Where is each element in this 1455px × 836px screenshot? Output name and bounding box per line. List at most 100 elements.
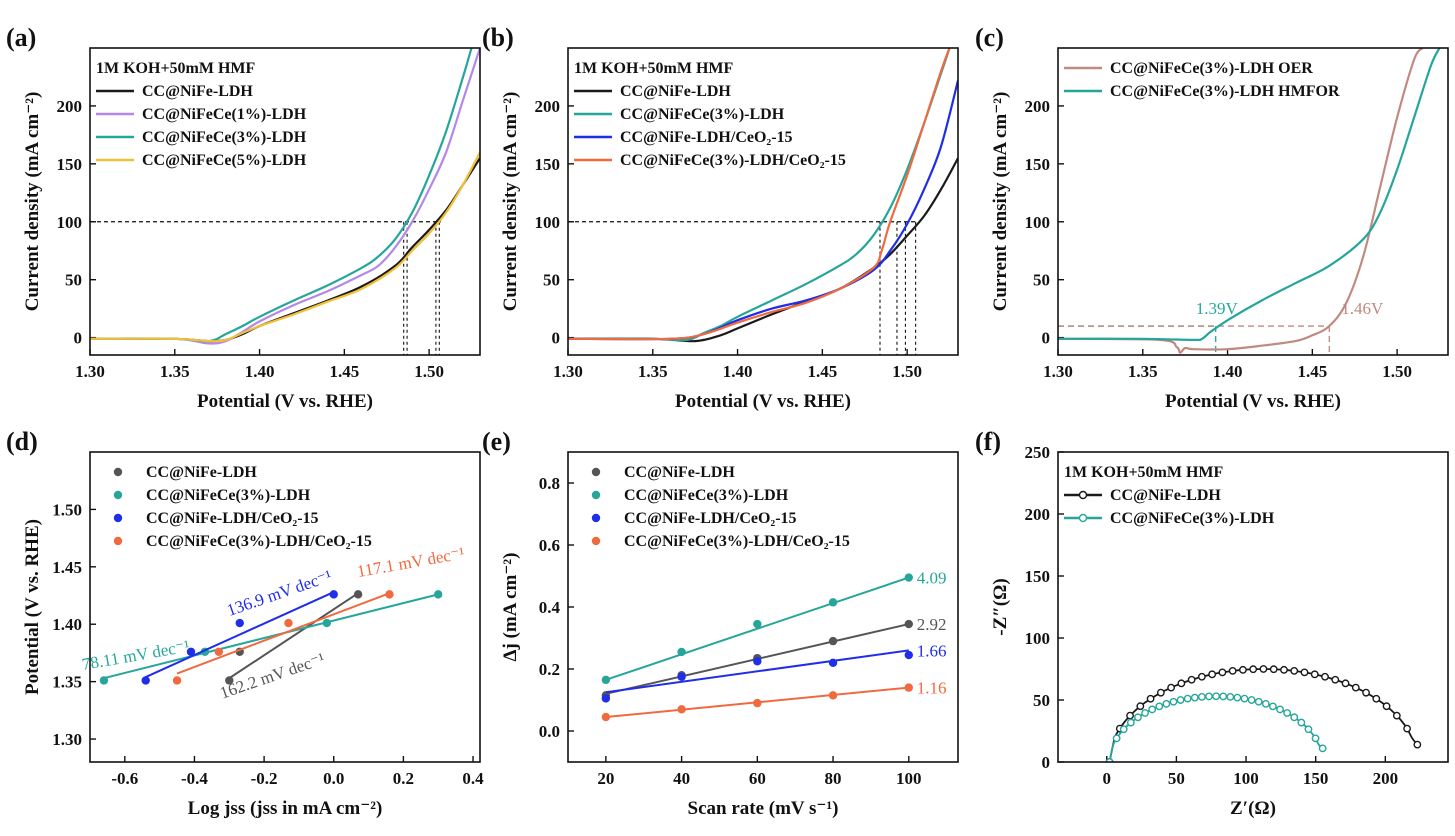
data-point [434,590,443,599]
legend-marker [113,513,123,523]
data-point [1310,670,1319,679]
data-point [353,590,363,599]
fit-line [225,592,359,682]
x-tick-label: -0.2 [251,769,278,788]
data-point [1290,666,1299,675]
y-tick-label: 50 [1033,691,1050,710]
data-point [1392,711,1401,720]
data-point [385,590,394,599]
data-point [904,650,913,660]
data-point [753,619,762,629]
legend-marker [591,490,601,500]
data-point [601,675,611,685]
legend-marker [113,490,123,500]
x-tick-label: 100 [896,769,922,788]
legend-entry: CC@NiFe-LDH [1110,487,1221,504]
data-point [141,676,150,685]
plot-frame [567,47,959,356]
data-point [1413,740,1422,749]
data-point [1136,702,1145,711]
data-point [1247,696,1256,704]
y-axis-label: Current density (mA cm⁻²) [500,92,521,312]
legend-entry: CC@NiFeCe(5%)-LDH [142,152,307,169]
x-tick-label: 0.4 [462,769,484,788]
data-point [1228,666,1237,675]
data-point [1239,665,1247,674]
x-tick-label: 1.50 [414,362,444,381]
x-axis-label: Z′(Ω) [1230,798,1276,819]
data-point [1240,694,1249,703]
data-point [677,647,686,657]
data-point [677,705,686,714]
data-point [677,672,686,681]
legend-entry: CC@NiFeCe(3%)-LDH [620,106,785,123]
data-point [1259,665,1268,673]
slope-label: 2.92 [917,615,947,634]
data-point [1297,718,1306,727]
series-line [1058,48,1424,354]
slope-label: 78.11 mV dec⁻¹ [80,636,191,674]
slope-label: 1.66 [917,641,947,660]
panel-c: (c) 1.30 1.35 1.40 1.45 1.50 0 50 100 150 200 Poten… [975,23,1449,412]
data-point [904,619,913,629]
legend-title: 1M KOH+50mM HMF [96,60,256,77]
plot-area [1105,665,1422,762]
y-tick-label: 50 [543,271,560,290]
data-point [1276,705,1284,714]
legend-marker [1078,513,1088,523]
x-tick-label: 1.40 [723,362,753,381]
x-tick-label: 1.30 [1043,362,1073,381]
legend-marker [591,536,601,546]
legend-marker [591,513,601,523]
x-tick-label: 1.35 [160,362,190,381]
fit-line [103,593,439,680]
plot-area [568,48,958,355]
data-point [1156,688,1165,697]
data-point [1226,692,1235,701]
data-point [753,698,762,708]
data-point [1304,725,1313,734]
legend-entry: CC@NiFeCe(3%)-LDH HMFOR [1110,83,1340,100]
data-point [1190,693,1199,702]
x-tick-label: 1.45 [807,362,837,381]
data-point [1146,694,1155,703]
x-tick-label: 60 [749,769,766,788]
y-tick-label: 200 [535,97,561,116]
data-point [1218,668,1227,677]
data-point [904,683,913,692]
y-tick-label: 1.30 [52,730,82,749]
data-point [1148,705,1157,714]
legend-entry: CC@NiFe-LDH [142,83,253,100]
data-point [1155,702,1164,711]
x-tick-label: 200 [1373,769,1399,788]
slope-label: 4.09 [917,569,947,588]
data-point [1331,675,1340,684]
legend-entry: CC@NiFe-LDH [146,464,257,481]
plot-area [99,590,443,685]
data-point [1283,709,1292,717]
data-point [214,647,224,656]
data-point [828,598,838,607]
data-point [1119,725,1128,734]
data-point [1362,688,1370,697]
x-tick-label: 20 [597,769,614,788]
x-tick-label: 50 [1168,769,1185,788]
data-point [1249,665,1258,674]
slope-label: 117.1 mV dec⁻¹ [356,543,467,581]
y-tick-label: 200 [1025,505,1051,524]
y-tick-label: 0 [74,329,83,348]
data-point [1167,683,1176,692]
slope-label: 1.16 [917,679,947,698]
y-tick-label: 0 [1042,329,1051,348]
x-tick-label: 1.40 [1213,362,1243,381]
x-tick-label: 150 [1303,769,1329,788]
data-point [753,657,762,666]
x-axis-label: Log jss (jss in mA cm⁻²) [188,798,383,819]
y-tick-label: 100 [535,213,561,232]
x-tick-label: 0.0 [323,769,344,788]
legend-marker [113,536,123,546]
legend-entry: CC@NiFeCe(3%)-LDH [1110,510,1275,527]
data-point [1169,697,1178,706]
series-line [90,157,480,343]
